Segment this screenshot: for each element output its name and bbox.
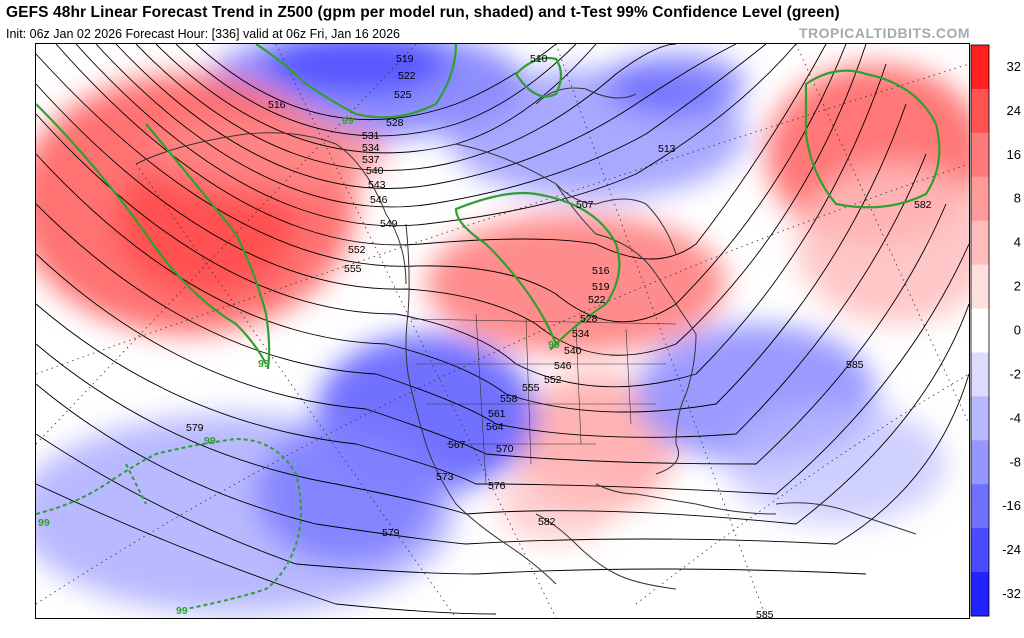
chart-subtitle: Init: 06z Jan 02 2026 Forecast Hour: [33… [6, 27, 400, 41]
colorbar-tick-label: 4 [1014, 235, 1021, 250]
trend-shading [36, 44, 969, 614]
contour-label: 555 [344, 263, 362, 275]
contour-label: 558 [500, 393, 518, 405]
colorbar-svg: 32 24 16 8 4 2 0 -2 -4 -8 -16 -24 -32 [970, 44, 1021, 617]
contour-label: 516 [268, 99, 286, 111]
height-contours [36, 44, 969, 615]
neg-region-baffin [606, 54, 746, 114]
pos-region-canada [426, 214, 726, 354]
contour-label: 528 [386, 117, 404, 129]
colorbar-segment [971, 396, 989, 441]
contour-label: 576 [488, 480, 506, 492]
colorbar-segment [971, 308, 989, 353]
colorbar-segment [971, 220, 989, 266]
contour-label: 549 [380, 218, 398, 230]
contour-label: 534 [362, 142, 380, 154]
colorbar-segment [971, 45, 989, 90]
colorbar-frame [970, 44, 990, 617]
colorbar-tick-label: -2 [1009, 366, 1021, 381]
contour-label: 582 [538, 516, 556, 528]
contour-label: 525 [394, 89, 412, 101]
contour-label: 567 [448, 439, 466, 451]
contour-label: 528 [580, 313, 598, 325]
contour-label: 579 [186, 422, 204, 434]
colorbar-tick-label: 8 [1014, 191, 1021, 206]
colorbar-tick-label: -16 [1002, 498, 1021, 513]
contour-labels: 519 522 525 528 531 534 537 540 543 546 … [186, 53, 932, 618]
colorbar-tick-label: 16 [1007, 147, 1021, 162]
significance-contours-dashed [36, 437, 302, 610]
contour-label: 507 [576, 199, 594, 211]
contour-label: 543 [368, 179, 386, 191]
contour-label: 582 [914, 199, 932, 211]
pos-region-mexico-east [496, 464, 616, 544]
contour-label: 570 [496, 443, 514, 455]
contour-label: 561 [488, 408, 506, 420]
colorbar-tick-label: -4 [1009, 410, 1021, 425]
colorbar-segment [971, 132, 989, 178]
contour-label: 546 [554, 360, 572, 372]
contour-label: 531 [362, 130, 380, 142]
contour-label: 585 [846, 359, 864, 371]
contour-label: 564 [486, 421, 504, 433]
contour-label: 519 [592, 281, 610, 293]
colorbar-segment [971, 572, 989, 617]
significance-label: 99 [548, 339, 560, 351]
contour-label: 579 [382, 527, 400, 539]
colorbar-tick-label: -24 [1002, 542, 1021, 557]
contour-label: 519 [396, 53, 414, 65]
contour-label: 522 [588, 294, 606, 306]
contour-label: 546 [370, 194, 388, 206]
pos-region-pacific-north [146, 114, 386, 194]
contour-label: 552 [348, 244, 366, 256]
neg-region-baja [256, 424, 436, 564]
contour-label: 522 [398, 70, 416, 82]
map-svg: 519 522 525 528 531 534 537 540 543 546 … [36, 44, 969, 618]
colorbar: 32 24 16 8 4 2 0 -2 -4 -8 -16 -24 -32 [970, 43, 1024, 618]
contour-label: 537 [362, 154, 380, 166]
contour-label: 516 [592, 265, 610, 277]
colorbar-tick-label: 32 [1007, 59, 1021, 74]
neg-region-arctic-core [266, 44, 446, 94]
contour-label: 540 [366, 165, 384, 177]
contour-label: 510 [530, 53, 548, 65]
significance-label: 99 [342, 115, 354, 127]
contour-label: 555 [522, 382, 540, 394]
contour-label: 540 [564, 345, 582, 357]
significance-label: 99 [204, 435, 216, 447]
site-credit: TROPICALTIDBITS.COM [798, 25, 970, 41]
colorbar-tick-label: -8 [1009, 454, 1021, 469]
significance-label: 99 [38, 517, 50, 529]
colorbar-segment [971, 88, 989, 134]
contour-label: 573 [436, 471, 454, 483]
contour-label: 552 [544, 374, 562, 386]
colorbar-tick-label: 24 [1007, 103, 1021, 118]
colorbar-tick-label: 0 [1014, 323, 1021, 338]
colorbar-segment [971, 484, 989, 529]
chart-title: GEFS 48hr Linear Forecast Trend in Z500 … [6, 4, 840, 21]
contour-label: 513 [658, 143, 676, 155]
colorbar-tick-label: -32 [1002, 586, 1021, 601]
significance-contours [36, 44, 941, 370]
political-boundaries [410, 313, 677, 485]
map-panel: 519 522 525 528 531 534 537 540 543 546 … [35, 43, 970, 619]
colorbar-tick-label: 2 [1014, 279, 1021, 294]
colorbar-segment [971, 264, 989, 310]
colorbar-segment [971, 176, 989, 222]
contour-label: 585 [756, 609, 774, 618]
colorbar-segment [971, 352, 989, 397]
significance-labels: 99 99 99 99 99 99 [38, 115, 560, 617]
coastlines [135, 87, 917, 590]
colorbar-segment [971, 528, 989, 573]
significance-label: 99 [176, 605, 188, 617]
contour-label: 534 [572, 328, 590, 340]
significance-label: 99 [258, 358, 270, 370]
colorbar-segment [971, 440, 989, 485]
neg-region-atlantic-tail [726, 404, 946, 524]
